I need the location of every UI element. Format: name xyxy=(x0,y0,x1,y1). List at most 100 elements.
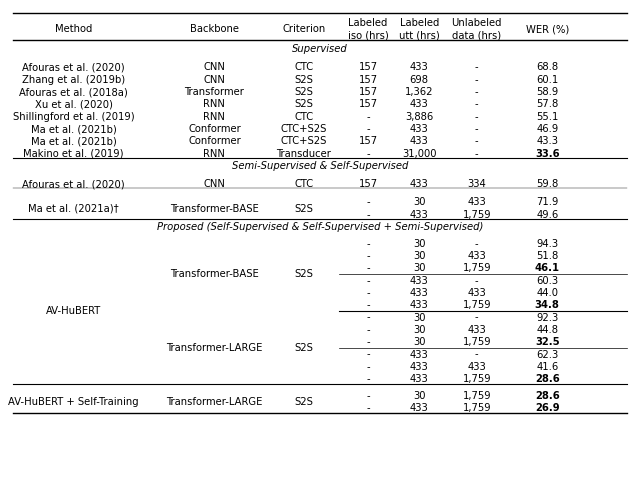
Text: 62.3: 62.3 xyxy=(536,350,558,360)
Text: 41.6: 41.6 xyxy=(536,362,558,372)
Text: 1,759: 1,759 xyxy=(463,391,491,401)
Text: RNN: RNN xyxy=(204,149,225,158)
Text: 28.6: 28.6 xyxy=(535,391,559,401)
Text: -: - xyxy=(366,210,370,220)
Text: Transformer-LARGE: Transformer-LARGE xyxy=(166,344,262,354)
Text: -: - xyxy=(475,75,479,85)
Text: -: - xyxy=(366,325,370,335)
Text: 49.6: 49.6 xyxy=(536,210,558,220)
Text: Zhang et al. (2019b): Zhang et al. (2019b) xyxy=(22,75,125,85)
Text: 92.3: 92.3 xyxy=(536,312,558,322)
Text: S2S: S2S xyxy=(294,75,314,85)
Text: -: - xyxy=(366,374,370,384)
Text: -: - xyxy=(475,149,479,158)
Text: 30: 30 xyxy=(413,391,426,401)
Text: -: - xyxy=(475,124,479,134)
Text: Afouras et al. (2020): Afouras et al. (2020) xyxy=(22,180,125,190)
Text: -: - xyxy=(366,391,370,401)
Text: -: - xyxy=(475,62,479,72)
Text: -: - xyxy=(366,276,370,286)
Text: -: - xyxy=(366,403,370,413)
Text: 433: 433 xyxy=(410,374,429,384)
Text: Transducer: Transducer xyxy=(276,149,332,158)
Text: -: - xyxy=(475,100,479,109)
Text: 30: 30 xyxy=(413,325,426,335)
Text: WER (%): WER (%) xyxy=(525,24,569,34)
Text: -: - xyxy=(366,197,370,207)
Text: S2S: S2S xyxy=(294,397,314,407)
Text: S2S: S2S xyxy=(294,100,314,109)
Text: CTC: CTC xyxy=(294,112,314,122)
Text: 57.8: 57.8 xyxy=(536,100,558,109)
Text: Conformer: Conformer xyxy=(188,136,241,146)
Text: Ma et al. (2021a)†: Ma et al. (2021a)† xyxy=(28,204,119,213)
Text: -: - xyxy=(366,350,370,360)
Text: 433: 433 xyxy=(410,362,429,372)
Text: Afouras et al. (2020): Afouras et al. (2020) xyxy=(22,62,125,72)
Text: 157: 157 xyxy=(358,87,378,97)
Text: 1,759: 1,759 xyxy=(463,374,491,384)
Text: 30: 30 xyxy=(413,312,426,322)
Text: CTC+S2S: CTC+S2S xyxy=(281,136,327,146)
Text: -: - xyxy=(366,300,370,310)
Text: 30: 30 xyxy=(413,238,426,248)
Text: 433: 433 xyxy=(410,350,429,360)
Text: 157: 157 xyxy=(358,62,378,72)
Text: CTC+S2S: CTC+S2S xyxy=(281,124,327,134)
Text: 433: 433 xyxy=(410,276,429,286)
Text: -: - xyxy=(366,251,370,261)
Text: Transformer-BASE: Transformer-BASE xyxy=(170,204,259,213)
Text: 31,000: 31,000 xyxy=(402,149,436,158)
Text: -: - xyxy=(475,87,479,97)
Text: 157: 157 xyxy=(358,100,378,109)
Text: 94.3: 94.3 xyxy=(536,238,558,248)
Text: Xu et al. (2020): Xu et al. (2020) xyxy=(35,100,113,109)
Text: Labeled
iso (hrs): Labeled iso (hrs) xyxy=(348,19,388,40)
Text: -: - xyxy=(366,263,370,273)
Text: Shillingford et al. (2019): Shillingford et al. (2019) xyxy=(13,112,134,122)
Text: 43.3: 43.3 xyxy=(536,136,558,146)
Text: -: - xyxy=(475,350,479,360)
Text: 433: 433 xyxy=(410,300,429,310)
Text: 3,886: 3,886 xyxy=(405,112,433,122)
Text: Method: Method xyxy=(55,24,92,34)
Text: 433: 433 xyxy=(410,403,429,413)
Text: 26.9: 26.9 xyxy=(535,403,559,413)
Text: 698: 698 xyxy=(410,75,429,85)
Text: Ma et al. (2021b): Ma et al. (2021b) xyxy=(31,124,116,134)
Text: 157: 157 xyxy=(358,180,378,190)
Text: 157: 157 xyxy=(358,75,378,85)
Text: AV-HuBERT: AV-HuBERT xyxy=(46,306,101,316)
Text: 433: 433 xyxy=(467,288,486,298)
Text: 60.3: 60.3 xyxy=(536,276,558,286)
Text: 1,759: 1,759 xyxy=(463,210,491,220)
Text: -: - xyxy=(366,312,370,322)
Text: 433: 433 xyxy=(467,362,486,372)
Text: RNN: RNN xyxy=(204,112,225,122)
Text: 60.1: 60.1 xyxy=(536,75,558,85)
Text: 433: 433 xyxy=(410,124,429,134)
Text: Semi-Supervised & Self-Supervised: Semi-Supervised & Self-Supervised xyxy=(232,161,408,171)
Text: CTC: CTC xyxy=(294,180,314,190)
Text: Transformer-BASE: Transformer-BASE xyxy=(170,270,259,280)
Text: 433: 433 xyxy=(467,197,486,207)
Text: 433: 433 xyxy=(410,210,429,220)
Text: 33.6: 33.6 xyxy=(535,149,559,158)
Text: 44.0: 44.0 xyxy=(536,288,558,298)
Text: -: - xyxy=(366,112,370,122)
Text: 433: 433 xyxy=(410,62,429,72)
Text: -: - xyxy=(475,238,479,248)
Text: CNN: CNN xyxy=(204,180,225,190)
Text: 30: 30 xyxy=(413,251,426,261)
Text: -: - xyxy=(366,238,370,248)
Text: Ma et al. (2021b): Ma et al. (2021b) xyxy=(31,136,116,146)
Text: -: - xyxy=(366,124,370,134)
Text: 44.8: 44.8 xyxy=(536,325,558,335)
Text: 30: 30 xyxy=(413,263,426,273)
Text: -: - xyxy=(366,288,370,298)
Text: 433: 433 xyxy=(410,100,429,109)
Text: 334: 334 xyxy=(467,180,486,190)
Text: -: - xyxy=(366,149,370,158)
Text: 1,759: 1,759 xyxy=(463,300,491,310)
Text: S2S: S2S xyxy=(294,270,314,280)
